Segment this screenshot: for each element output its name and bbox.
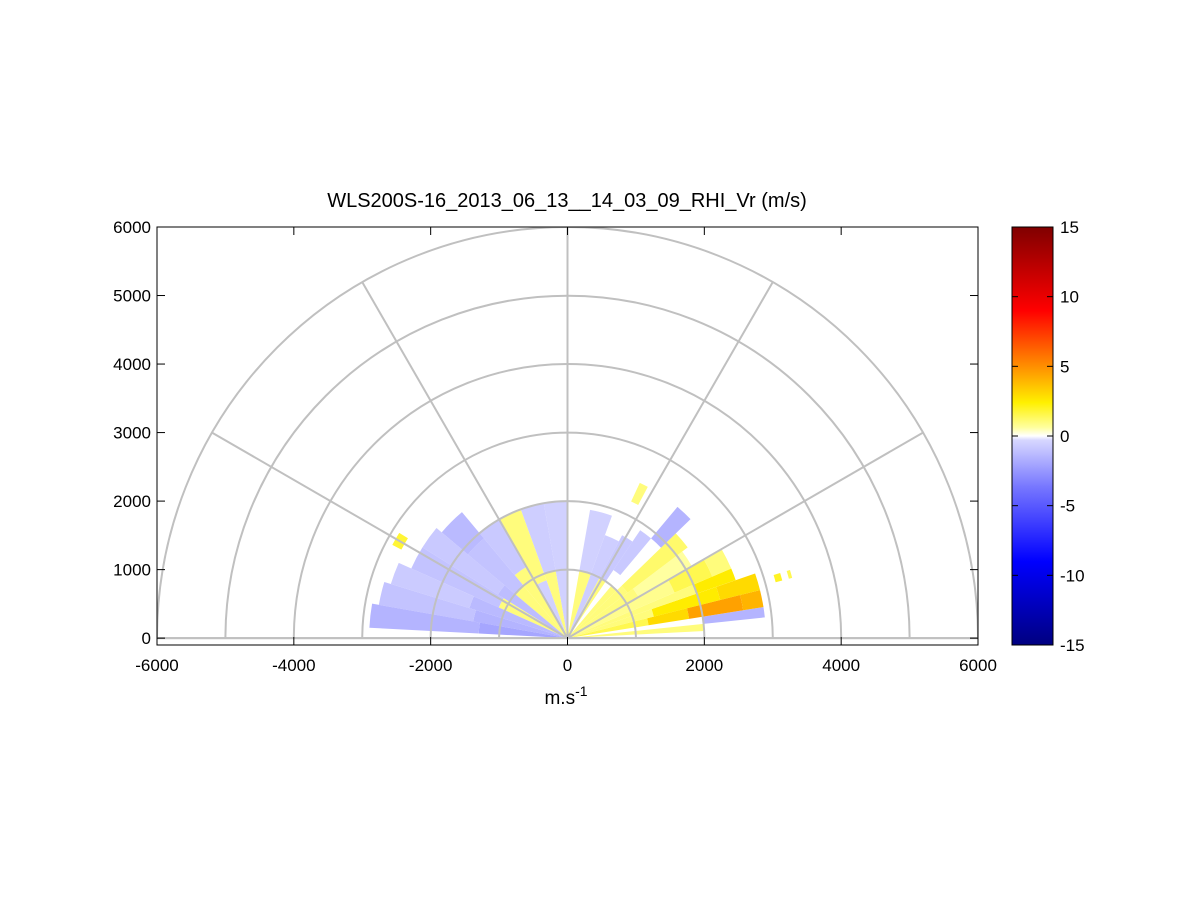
colorbar-ticks: 15 10 5 0 -5 -10 -15 bbox=[1012, 218, 1085, 655]
velocity-bin bbox=[613, 530, 652, 576]
velocity-bin bbox=[479, 519, 527, 576]
velocity-bin bbox=[378, 582, 476, 622]
velocity-bin bbox=[693, 568, 736, 594]
angle-spoke bbox=[566, 281, 774, 639]
colorbar-tick-label: 5 bbox=[1060, 357, 1069, 376]
colorbar-tick-label: 0 bbox=[1060, 427, 1069, 446]
velocity-bin bbox=[544, 570, 568, 639]
chart-title: WLS200S-16_2013_06_13__14_03_09_RHI_Vr (… bbox=[327, 190, 807, 212]
colorbar bbox=[1011, 226, 1054, 646]
velocity-bin bbox=[515, 585, 568, 639]
velocity-bin bbox=[411, 547, 504, 608]
velocity-bin bbox=[469, 596, 568, 639]
velocity-bin bbox=[369, 603, 480, 634]
angle-spoke bbox=[566, 431, 924, 640]
velocity-bin bbox=[514, 566, 568, 639]
velocity-bin bbox=[651, 586, 721, 617]
x-tick-label: 6000 bbox=[959, 656, 997, 675]
angle-spoke bbox=[361, 281, 569, 639]
velocity-bin bbox=[567, 585, 617, 639]
velocity-bin bbox=[567, 584, 697, 639]
velocity-bin bbox=[497, 585, 568, 639]
velocity-bin bbox=[567, 585, 628, 639]
velocity-bin bbox=[567, 570, 591, 639]
velocity-bin bbox=[702, 607, 765, 624]
velocity-bin bbox=[740, 590, 764, 611]
y-tick-label: 5000 bbox=[113, 287, 151, 306]
colorbar-tick-label: -15 bbox=[1060, 636, 1085, 655]
velocity-bin bbox=[567, 588, 639, 639]
x-axis-label-superscript: -1 bbox=[575, 683, 588, 699]
velocity-bin bbox=[390, 562, 474, 609]
x-tick-label: -2000 bbox=[409, 656, 452, 675]
y-tick-label: 6000 bbox=[113, 218, 151, 237]
x-axis-ticks: -6000 -4000 -2000 0 2000 4000 6000 bbox=[135, 227, 997, 675]
velocity-bin bbox=[716, 573, 761, 601]
angle-spoke bbox=[211, 431, 569, 640]
velocity-bin bbox=[786, 570, 793, 579]
y-tick-label: 3000 bbox=[113, 424, 151, 443]
x-axis-label: m.s-1 bbox=[544, 683, 587, 709]
velocity-bin bbox=[633, 551, 692, 598]
x-tick-label: 2000 bbox=[685, 656, 723, 675]
x-axis-label-text: m.s bbox=[544, 688, 575, 709]
velocity-bin bbox=[422, 528, 505, 595]
y-tick-label: 1000 bbox=[113, 561, 151, 580]
colorbar-tick-label: 15 bbox=[1060, 218, 1079, 237]
velocity-bin bbox=[499, 509, 547, 585]
x-tick-label: 4000 bbox=[822, 656, 860, 675]
y-tick-label: 0 bbox=[142, 629, 151, 648]
y-tick-label: 4000 bbox=[113, 355, 151, 374]
y-tick-label: 2000 bbox=[113, 492, 151, 511]
velocity-bin bbox=[567, 618, 649, 639]
velocity-bin bbox=[567, 535, 619, 639]
x-tick-label: -6000 bbox=[135, 656, 178, 675]
y-axis-ticks: 0 1000 2000 3000 4000 5000 6000 bbox=[113, 218, 978, 648]
velocity-bin bbox=[773, 573, 783, 583]
velocity-bin bbox=[467, 538, 524, 595]
colorbar-tick-label: 10 bbox=[1060, 288, 1079, 307]
velocity-bin bbox=[647, 608, 690, 626]
colorbar-tick-label: -10 bbox=[1060, 566, 1085, 585]
x-tick-label: 0 bbox=[563, 656, 572, 675]
velocity-bin bbox=[631, 482, 648, 506]
velocity-bin bbox=[579, 509, 612, 574]
velocity-bin bbox=[473, 610, 568, 639]
velocity-bin bbox=[520, 503, 556, 574]
x-tick-label: -4000 bbox=[272, 656, 315, 675]
velocity-bin bbox=[441, 512, 484, 555]
colorbar-tick-label: -5 bbox=[1060, 497, 1075, 516]
